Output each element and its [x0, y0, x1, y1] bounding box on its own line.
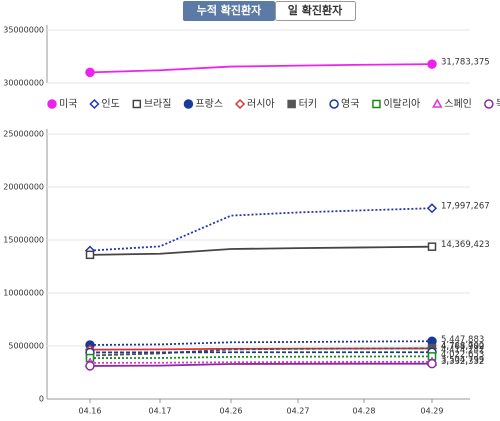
series-line [89, 340, 433, 346]
legend-label: 이탈리아 [383, 97, 420, 110]
tab-active[interactable] [183, 1, 275, 21]
value-label: 3,332,332 [441, 357, 484, 367]
value-label: 31,783,375 [441, 58, 490, 68]
series-line [89, 347, 433, 357]
legend-label: 스페인 [444, 98, 472, 110]
value-label: 4,768,982 [441, 342, 484, 352]
marker [85, 250, 95, 260]
legend-label: 터키 [299, 98, 317, 110]
series-line [89, 355, 433, 359]
tab-label[interactable]: 누적 확진환자 [197, 3, 262, 17]
value-label: 4,788,700 [441, 342, 484, 352]
legend-label: 영국 [341, 98, 359, 110]
y-tick-label: 5000000 [8, 342, 44, 351]
value-label: 4,414,242 [441, 346, 484, 356]
tab-label[interactable]: 일 확진환자 [288, 3, 343, 17]
series-line [89, 63, 433, 74]
x-tick-label: 04.17 [149, 407, 172, 416]
marker [85, 67, 95, 78]
series-line [89, 207, 433, 252]
x-tick-label: 04.29 [421, 407, 444, 416]
x-tick-label: 04.28 [353, 407, 376, 416]
y-tick-label: 15000000 [3, 236, 44, 245]
marker [484, 99, 494, 109]
x-tick-label: 04.27 [287, 407, 310, 416]
y-tick-label: 0 [39, 395, 44, 404]
x-tick-label: 04.26 [220, 407, 243, 416]
tab[interactable] [275, 1, 356, 21]
legend-label: 독일 [496, 98, 500, 110]
series-line [89, 362, 433, 367]
series-line [89, 245, 433, 256]
legend-label: 프랑스 [195, 98, 223, 110]
marker [287, 99, 296, 109]
legend-label: 브라질 [144, 98, 172, 110]
marker [234, 98, 246, 110]
marker [85, 361, 95, 371]
y-tick-label: 30000000 [3, 79, 44, 88]
marker [372, 99, 381, 109]
legend-label: 미국 [59, 98, 77, 110]
legend-label: 러시아 [247, 98, 275, 110]
value-label: 14,369,423 [441, 240, 490, 250]
value-label: 4,022,653 [441, 350, 484, 360]
marker [431, 98, 443, 108]
marker [132, 99, 142, 109]
marker [89, 98, 100, 110]
y-tick-label: 10000000 [3, 289, 44, 298]
x-tick-label: 04.16 [79, 407, 102, 416]
y-tick-label: 20000000 [3, 183, 44, 192]
marker [426, 203, 438, 214]
value-label: 3,504,799 [441, 355, 484, 365]
marker [47, 99, 57, 109]
marker [427, 59, 437, 69]
y-tick-label: 35000000 [3, 26, 44, 35]
value-label: 5,447,883 [441, 335, 484, 345]
value-label: 17,997,267 [441, 202, 490, 212]
marker [427, 242, 437, 251]
marker [427, 358, 437, 369]
y-tick-label: 25000000 [3, 130, 44, 139]
legend-label: 인도 [101, 98, 119, 110]
series-line [89, 360, 433, 364]
marker [329, 99, 339, 109]
marker [183, 99, 194, 109]
